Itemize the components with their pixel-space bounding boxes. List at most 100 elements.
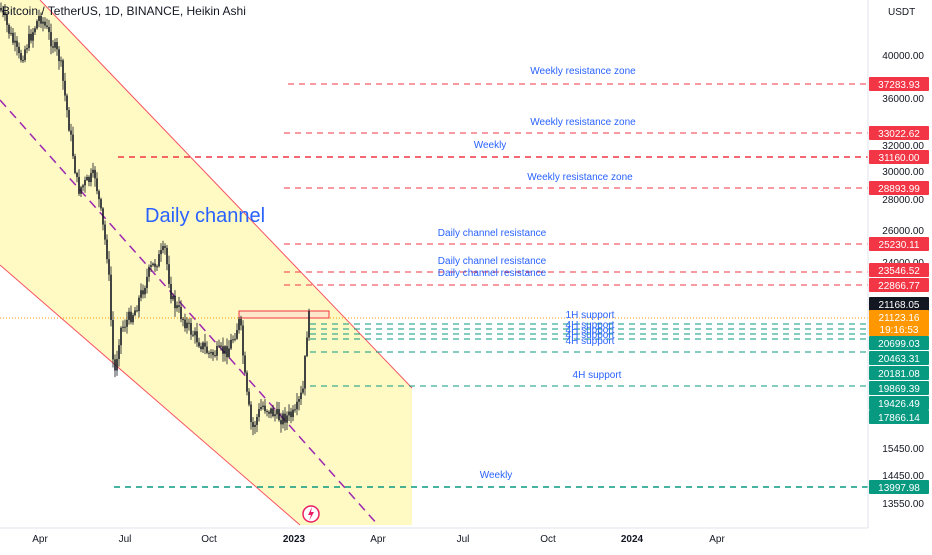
candle	[152, 262, 154, 267]
y-tick-label: 13550.00	[882, 499, 924, 510]
candle	[44, 17, 46, 29]
candle	[10, 26, 12, 36]
channel-label: Daily channel	[145, 205, 266, 227]
candle	[82, 183, 84, 192]
candle	[114, 354, 116, 378]
price-tag-current[interactable]: 21123.16	[869, 310, 929, 324]
level-label-0: Weekly resistance zone	[530, 66, 636, 77]
level-label-1: Weekly resistance zone	[530, 117, 636, 128]
candle	[68, 107, 70, 132]
level-label-12: 4H support	[573, 370, 622, 381]
candle	[208, 350, 210, 359]
svg-text:20699.03: 20699.03	[878, 339, 920, 350]
candle	[150, 260, 152, 272]
price-tag-support[interactable]: 19869.39	[869, 381, 929, 395]
candle	[102, 207, 104, 231]
svg-text:17866.14: 17866.14	[878, 413, 920, 424]
candle	[38, 9, 40, 28]
svg-text:25230.11: 25230.11	[879, 240, 920, 251]
price-tag-countdown[interactable]: 19:16:53	[869, 322, 929, 336]
level-label-8: 4H support	[566, 320, 615, 331]
candle	[296, 392, 298, 416]
candle	[202, 341, 204, 354]
price-tag-resistance[interactable]: 25230.11	[869, 237, 929, 251]
x-tick-label: 2023	[283, 534, 306, 545]
candle	[136, 305, 138, 313]
candle	[62, 58, 64, 90]
level-label-7: 1H support	[566, 310, 615, 321]
channel-fill	[0, 0, 412, 525]
svg-text:23546.52: 23546.52	[878, 266, 920, 277]
candle	[306, 331, 308, 358]
x-tick-label: Jul	[119, 534, 132, 545]
candle	[176, 301, 178, 312]
level-label-2: Weekly	[474, 140, 507, 151]
candle	[228, 340, 230, 359]
candle	[182, 317, 184, 327]
price-tag-support[interactable]: 20699.03	[869, 336, 929, 350]
candle	[0, 2, 2, 13]
candle	[124, 319, 126, 332]
candle	[108, 250, 110, 281]
candle	[164, 243, 166, 255]
candle	[300, 385, 302, 406]
y-tick-label: 15450.00	[882, 444, 924, 455]
y-tick-label: 32000.00	[882, 141, 924, 152]
candle	[148, 264, 150, 282]
candle	[160, 243, 162, 262]
price-tag-resistance[interactable]: 23546.52	[869, 263, 929, 277]
candle	[66, 93, 68, 118]
candle	[212, 349, 214, 361]
price-tag-support[interactable]: 19426.49	[869, 396, 929, 410]
channel-lower-border	[0, 264, 301, 526]
candle	[130, 305, 132, 325]
resistance-box[interactable]	[238, 310, 330, 319]
candle	[18, 42, 20, 59]
price-tag-support[interactable]: 20463.31	[869, 351, 929, 365]
candle	[120, 326, 122, 354]
candle	[282, 410, 284, 429]
price-tag-resistance[interactable]: 31160.00	[869, 150, 929, 164]
candle	[58, 46, 60, 70]
event-icon[interactable]	[302, 505, 320, 523]
price-tag-resistance[interactable]: 37283.93	[869, 77, 929, 91]
price-tag-support[interactable]: 20181.08	[869, 366, 929, 380]
candle	[290, 407, 292, 424]
candle	[192, 330, 194, 337]
level-label-3: Weekly resistance zone	[527, 172, 633, 183]
price-tag-support[interactable]: 13997.98	[869, 480, 929, 494]
candle	[256, 413, 258, 433]
y-tick-label: 36000.00	[882, 94, 924, 105]
candle	[22, 55, 24, 64]
candle	[260, 399, 262, 411]
svg-text:33022.62: 33022.62	[878, 129, 920, 140]
svg-text:20463.31: 20463.31	[878, 354, 920, 365]
candle	[142, 284, 144, 299]
candle	[40, 12, 42, 29]
candle	[16, 36, 18, 56]
price-tag-support[interactable]: 17866.14	[869, 410, 929, 424]
price-tag-resistance[interactable]: 28893.99	[869, 181, 929, 195]
price-tag-last[interactable]: 21168.05	[869, 297, 929, 311]
price-tag-resistance[interactable]: 33022.62	[869, 126, 929, 140]
candle	[304, 354, 306, 396]
level-label-11: 4H support	[566, 336, 615, 347]
symbol-title[interactable]: Bitcoin / TetherUS, 1D, BINANCE, Heikin …	[2, 4, 246, 18]
candle	[116, 350, 118, 376]
price-tag-resistance[interactable]: 22866.77	[869, 278, 929, 292]
candle	[144, 285, 146, 299]
candle	[30, 29, 32, 44]
candle	[156, 264, 158, 271]
channel-upper-border	[39, 0, 413, 389]
levels-layer: Weekly resistance zone Weekly resistance …	[114, 66, 868, 488]
candle	[90, 168, 92, 187]
candle	[106, 234, 108, 264]
y-tick-label: 40000.00	[882, 51, 924, 62]
candle	[134, 306, 136, 317]
candle	[218, 339, 220, 348]
candle	[262, 401, 264, 410]
candle	[146, 268, 148, 294]
candle	[42, 17, 44, 32]
